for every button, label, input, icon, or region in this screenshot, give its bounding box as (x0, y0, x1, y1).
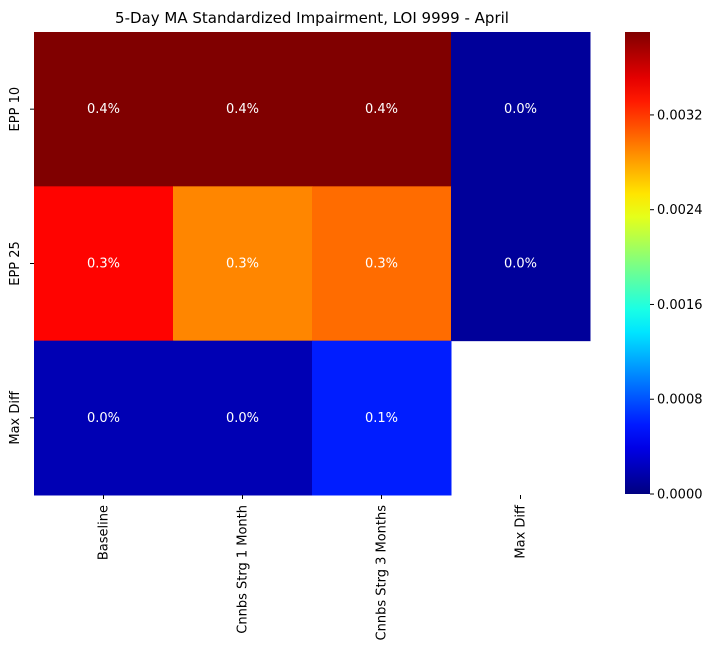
cell-value-label: 0.4% (365, 102, 398, 117)
x-tick-label: Cnnbs Strg 1 Month (236, 505, 251, 634)
x-axis-tick-labels: Baseline Cnnbs Strg 1 Month Cnnbs Strg 3 M… (97, 494, 529, 641)
cell-value-label: 0.4% (226, 102, 259, 117)
colorbar-ticks: 0.0000 0.0008 0.0016 0.0024 0.0032 (650, 108, 703, 503)
colorbar-tick-label: 0.0024 (657, 203, 703, 218)
x-tick-label: Baseline (97, 505, 112, 560)
cell-value-label: 0.1% (365, 411, 398, 426)
x-tick-label: Cnnbs Strg 3 Months (375, 505, 390, 641)
cell-value-label: 0.0% (504, 256, 537, 271)
heatmap-cell (173, 340, 313, 496)
colorbar-tick-label: 0.0016 (657, 298, 703, 313)
cell-value-label: 0.4% (87, 102, 120, 117)
heatmap-cell (312, 340, 452, 496)
chart-title: 5-Day MA Standardized Impairment, LOI 99… (115, 9, 509, 27)
heatmap-cell (173, 32, 313, 187)
heatmap-cell (34, 186, 174, 342)
heatmap-cell (34, 32, 174, 187)
heatmap-cell (451, 186, 591, 342)
y-tick-label: EPP 10 (8, 87, 23, 132)
colorbar-tick-label: 0.0032 (657, 108, 703, 123)
heatmap-cell (34, 340, 174, 496)
colorbar (625, 32, 650, 494)
y-axis-tick-labels: EPP 10 EPP 25 Max Diff (8, 87, 34, 445)
y-tick-label: EPP 25 (8, 241, 23, 286)
cell-value-label: 0.3% (226, 256, 259, 271)
heatmap-cells: 0.4% 0.4% 0.4% 0.0% 0.3% 0.3% 0.3% 0.0% 0.0% 0.0%… (34, 32, 591, 496)
colorbar-tick-label: 0.0008 (657, 393, 703, 408)
cell-value-label: 0.0% (226, 411, 259, 426)
heatmap-cell (312, 32, 452, 187)
cell-value-label: 0.0% (504, 102, 537, 117)
cell-value-label: 0.3% (365, 256, 398, 271)
heatmap-cell (451, 32, 591, 187)
colorbar-tick-label: 0.0000 (657, 488, 703, 503)
cell-value-label: 0.3% (87, 256, 120, 271)
heatmap-cell (173, 186, 313, 342)
cell-value-label: 0.0% (87, 411, 120, 426)
x-tick-label: Max Diff (514, 504, 529, 559)
heatmap-cell (312, 186, 452, 342)
y-tick-label: Max Diff (8, 390, 23, 445)
